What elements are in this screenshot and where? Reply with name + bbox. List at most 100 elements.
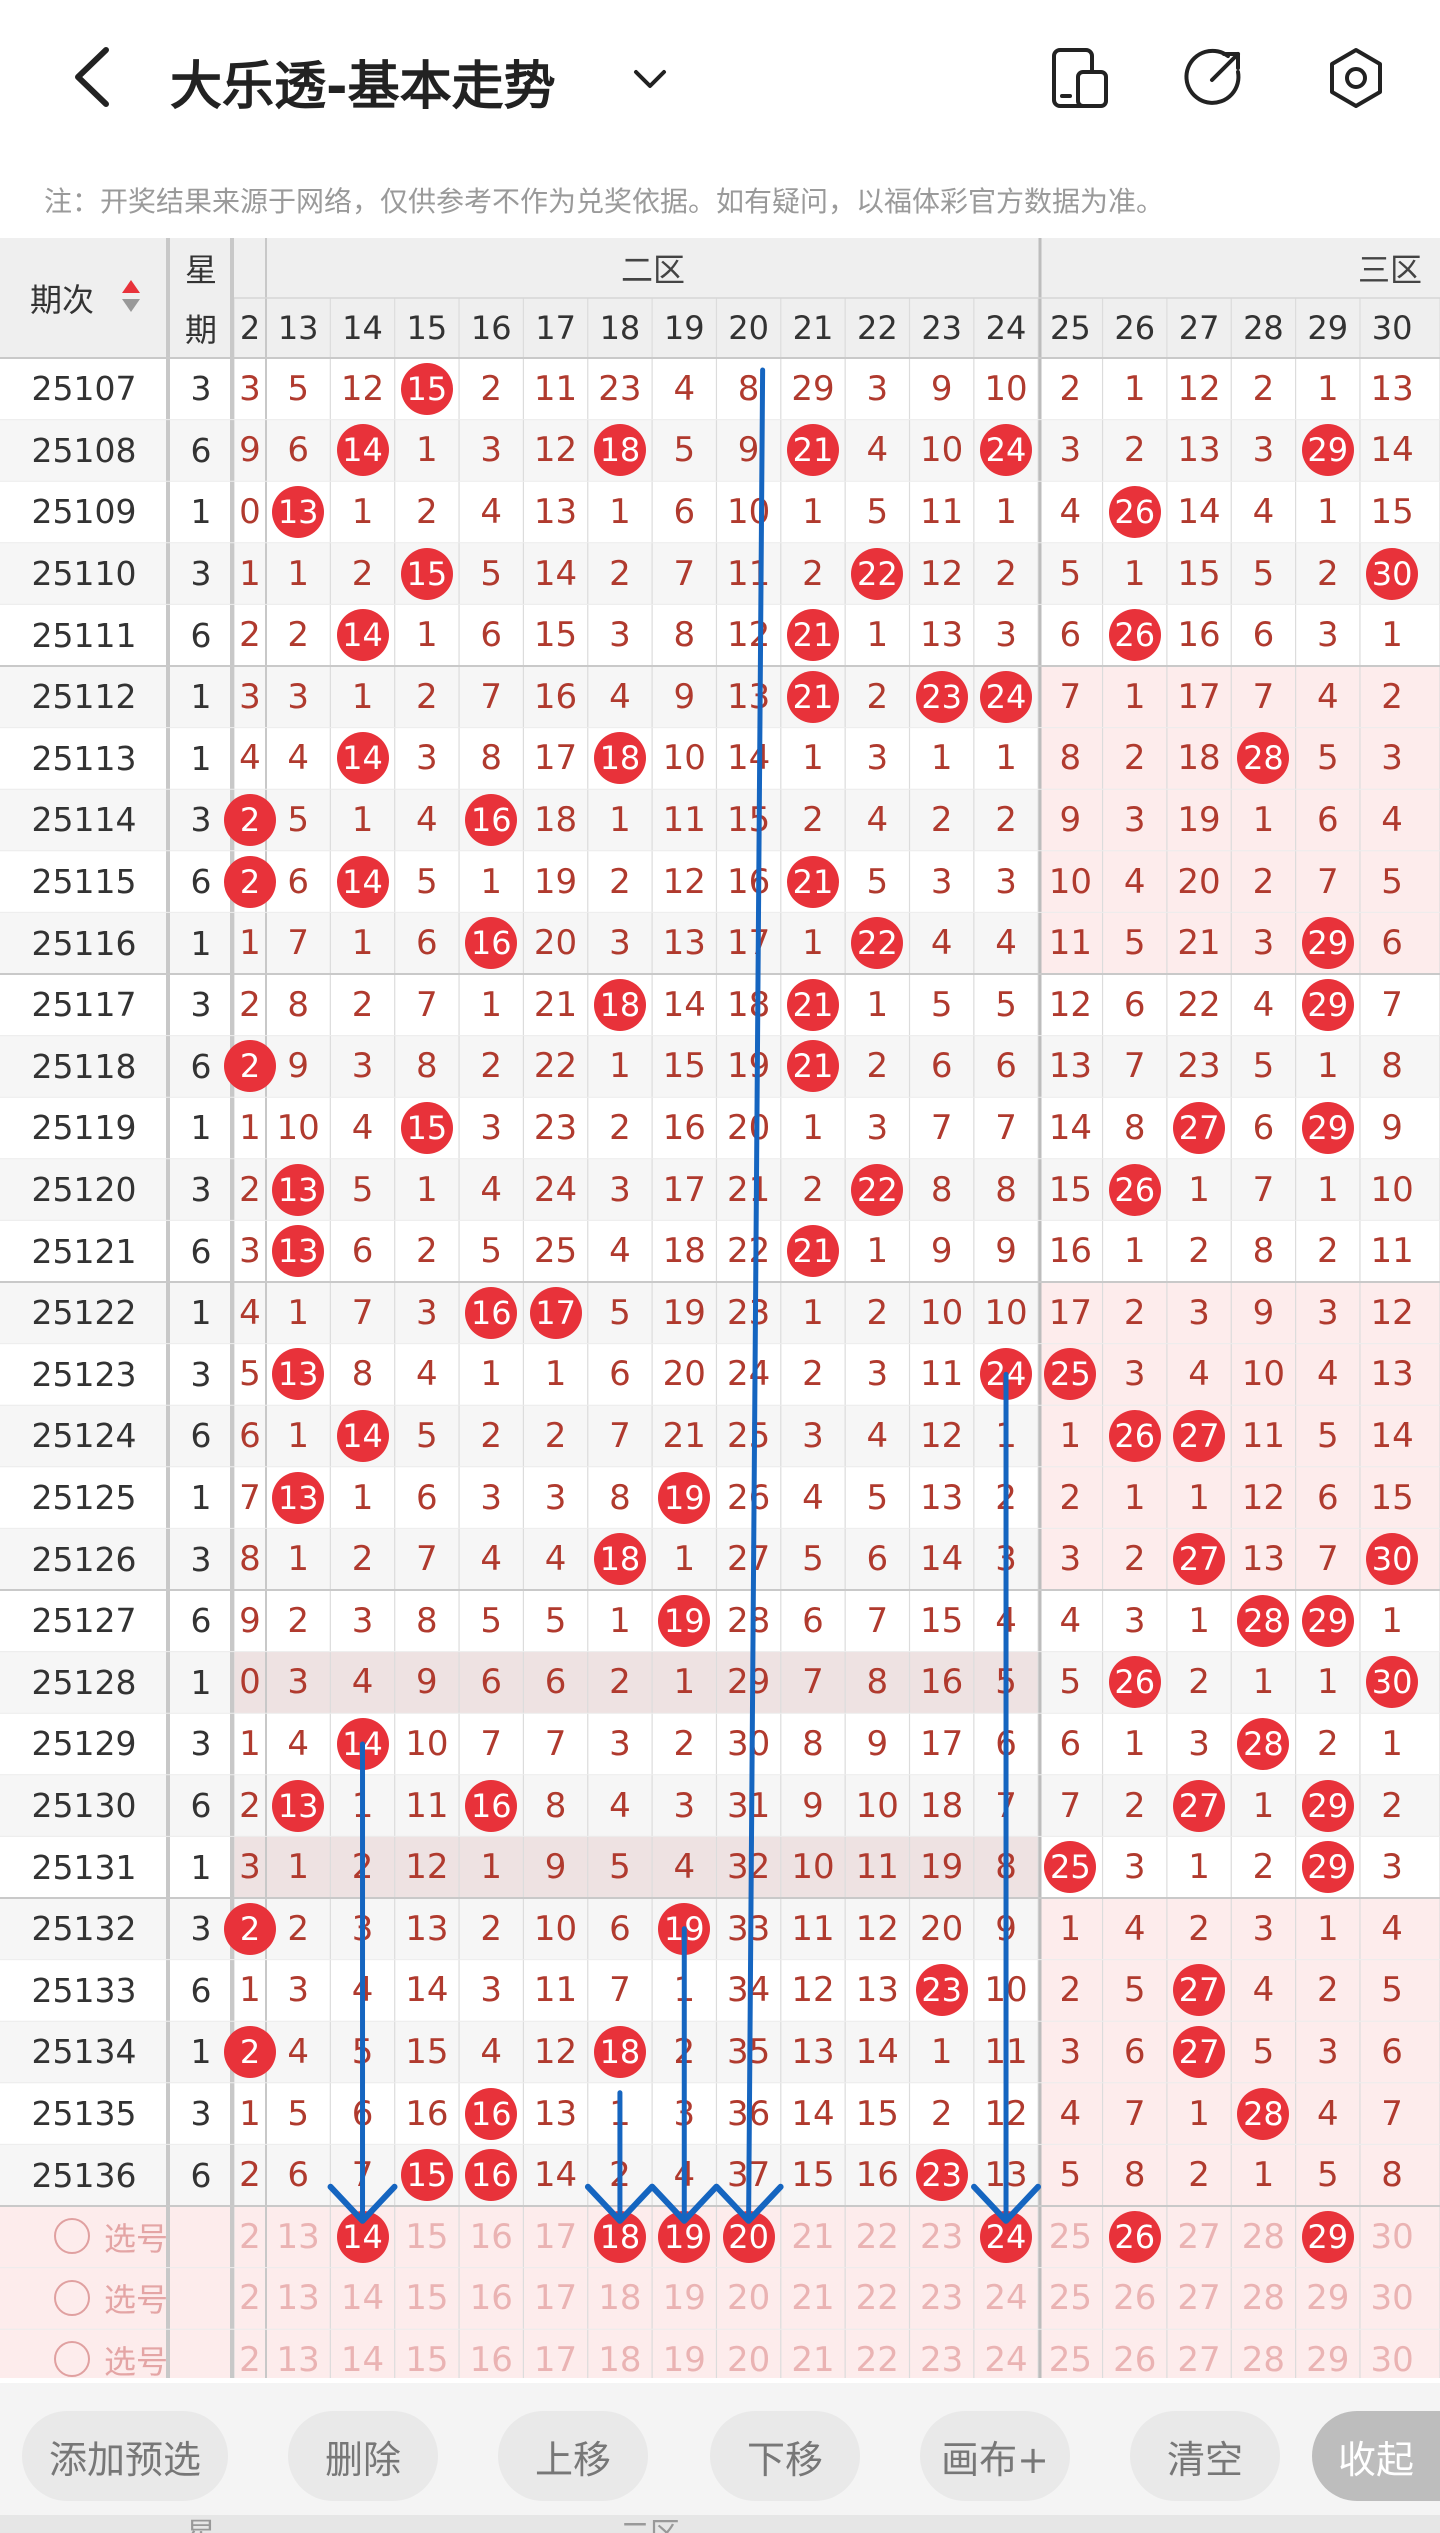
hit-ball[interactable]: 28 xyxy=(1237,1718,1290,1770)
hit-ball[interactable]: 24 xyxy=(980,424,1033,477)
chevron-down-icon[interactable] xyxy=(628,62,672,96)
pick-number-cell[interactable]: 23 xyxy=(920,2339,964,2378)
hit-ball[interactable]: 13 xyxy=(272,1163,325,1216)
hit-ball[interactable]: 27 xyxy=(1173,1410,1226,1462)
pick-number-cell[interactable]: 14 xyxy=(340,2339,385,2378)
pick-number-cell[interactable]: 26 xyxy=(1113,2339,1157,2378)
hit-ball[interactable]: 22 xyxy=(851,547,904,600)
delete-button[interactable]: 删除 xyxy=(288,2411,438,2501)
pick-number-cell[interactable]: 29 xyxy=(1306,2339,1350,2378)
hit-ball[interactable]: 2 xyxy=(224,794,276,846)
pick-row-label[interactable]: 选号 xyxy=(104,2281,169,2320)
hit-ball[interactable]: 15 xyxy=(400,1102,453,1154)
pick-number-cell[interactable]: 2 xyxy=(239,2339,261,2378)
hit-ball[interactable]: 18 xyxy=(593,732,646,785)
canvas-add-button[interactable]: 画布+ xyxy=(920,2411,1070,2501)
hit-ball[interactable]: 28 xyxy=(1237,732,1290,785)
pick-number-cell[interactable]: 13 xyxy=(276,2216,320,2257)
hit-ball[interactable]: 27 xyxy=(1173,1533,1226,1586)
hit-ball[interactable]: 19 xyxy=(658,1471,711,1524)
pick-number-cell[interactable]: 2 xyxy=(239,2278,261,2319)
hit-ball[interactable]: 26 xyxy=(1108,1656,1161,1709)
hit-ball[interactable]: 16 xyxy=(465,917,518,970)
hit-ball[interactable]: 29 xyxy=(1301,978,1354,1031)
pick-row-label[interactable]: 选号 xyxy=(104,2342,169,2378)
hit-ball[interactable]: 14 xyxy=(336,609,389,662)
pick-number-cell[interactable]: 30 xyxy=(1370,2216,1414,2257)
hit-ball[interactable]: 29 xyxy=(1301,1841,1354,1894)
pick-number-cell[interactable]: 27 xyxy=(1177,2278,1221,2319)
move-down-button[interactable]: 下移 xyxy=(710,2411,860,2501)
hit-ball[interactable]: 18 xyxy=(593,2026,646,2078)
hit-ball[interactable]: 26 xyxy=(1108,1410,1161,1462)
pick-number-cell[interactable]: 16 xyxy=(469,2278,513,2319)
pick-number-cell[interactable]: 23 xyxy=(920,2216,964,2257)
pick-number-cell[interactable]: 25 xyxy=(1048,2278,1092,2319)
hit-ball[interactable]: 21 xyxy=(786,424,839,477)
hit-ball[interactable]: 14 xyxy=(336,1410,389,1462)
hit-ball[interactable]: 18 xyxy=(593,1533,646,1586)
clear-button[interactable]: 清空 xyxy=(1130,2411,1280,2501)
sort-icon[interactable] xyxy=(120,278,142,314)
pick-number-cell[interactable]: 29 xyxy=(1306,2278,1350,2319)
hit-ball[interactable]: 16 xyxy=(465,2149,518,2202)
pick-number-cell[interactable]: 21 xyxy=(791,2216,835,2257)
settings-icon[interactable] xyxy=(1324,46,1388,110)
pick-radio-icon[interactable] xyxy=(54,2279,90,2316)
pick-number-cell[interactable]: 16 xyxy=(469,2339,513,2378)
pick-number-cell[interactable]: 28 xyxy=(1241,2216,1286,2257)
hit-ball[interactable]: 26 xyxy=(1108,1163,1161,1216)
hit-ball[interactable]: 29 xyxy=(1301,1594,1354,1647)
hit-ball[interactable]: 23 xyxy=(915,2149,968,2202)
hit-ball[interactable]: 22 xyxy=(851,917,904,970)
hit-ball[interactable]: 23 xyxy=(915,1964,968,2017)
hit-ball[interactable]: 16 xyxy=(465,794,518,846)
collapse-button[interactable]: 收起 xyxy=(1312,2411,1440,2501)
hit-ball[interactable]: 2 xyxy=(224,1040,276,1093)
hit-ball[interactable]: 21 xyxy=(786,1225,839,1278)
hit-ball[interactable]: 28 xyxy=(1237,2087,1290,2140)
hit-ball[interactable]: 13 xyxy=(272,1225,325,1278)
pick-number-cell[interactable]: 22 xyxy=(855,2278,899,2319)
hit-ball[interactable]: 24 xyxy=(980,1348,1033,1401)
hit-ball[interactable]: 16 xyxy=(465,1286,518,1339)
hit-ball[interactable]: 21 xyxy=(786,1040,839,1093)
hit-ball[interactable]: 27 xyxy=(1173,1779,1226,1832)
hit-ball[interactable]: 13 xyxy=(272,1471,325,1524)
hit-ball[interactable]: 2 xyxy=(224,2026,276,2078)
hit-ball[interactable]: 15 xyxy=(400,547,453,600)
hit-ball[interactable]: 27 xyxy=(1173,2026,1226,2078)
pick-number-cell[interactable]: 18 xyxy=(598,2339,642,2378)
hit-ball[interactable]: 19 xyxy=(658,1902,711,1955)
hit-ball[interactable]: 25 xyxy=(1044,1841,1097,1894)
share-icon[interactable] xyxy=(1182,46,1246,110)
picked-ball[interactable]: 26 xyxy=(1108,2210,1161,2263)
pick-number-cell[interactable]: 25 xyxy=(1048,2339,1092,2378)
pick-number-cell[interactable]: 22 xyxy=(855,2339,899,2378)
trend-table[interactable]: 期次星期二区 三区 2 13 14 15 16 17 18 19 20 21 22 23 24 25 26 27 2… xyxy=(0,238,1440,2378)
hit-ball[interactable]: 21 xyxy=(786,670,839,723)
hit-ball[interactable]: 14 xyxy=(336,855,389,908)
pick-number-cell[interactable]: 24 xyxy=(984,2278,1028,2319)
pick-number-cell[interactable]: 16 xyxy=(469,2216,513,2257)
picked-ball[interactable]: 18 xyxy=(593,2210,646,2263)
hit-ball[interactable]: 18 xyxy=(593,424,646,477)
picked-ball[interactable]: 24 xyxy=(980,2210,1033,2263)
pick-number-cell[interactable]: 15 xyxy=(405,2339,449,2378)
hit-ball[interactable]: 15 xyxy=(400,2149,453,2202)
hit-ball[interactable]: 23 xyxy=(915,670,968,723)
hit-ball[interactable]: 25 xyxy=(1044,1348,1097,1401)
hit-ball[interactable]: 27 xyxy=(1173,1102,1226,1154)
pick-number-cell[interactable]: 22 xyxy=(855,2216,899,2257)
back-icon[interactable] xyxy=(60,42,130,112)
pick-number-cell[interactable]: 15 xyxy=(405,2216,449,2257)
hit-ball[interactable]: 18 xyxy=(593,978,646,1031)
pick-number-cell[interactable]: 14 xyxy=(340,2278,385,2319)
pick-number-cell[interactable]: 2 xyxy=(239,2216,261,2257)
pick-radio-icon[interactable] xyxy=(54,2218,90,2254)
pick-number-cell[interactable]: 21 xyxy=(791,2278,835,2319)
pick-number-cell[interactable]: 20 xyxy=(726,2278,771,2319)
hit-ball[interactable]: 14 xyxy=(336,424,389,477)
hit-ball[interactable]: 28 xyxy=(1237,1594,1290,1647)
hit-ball[interactable]: 2 xyxy=(224,855,276,908)
